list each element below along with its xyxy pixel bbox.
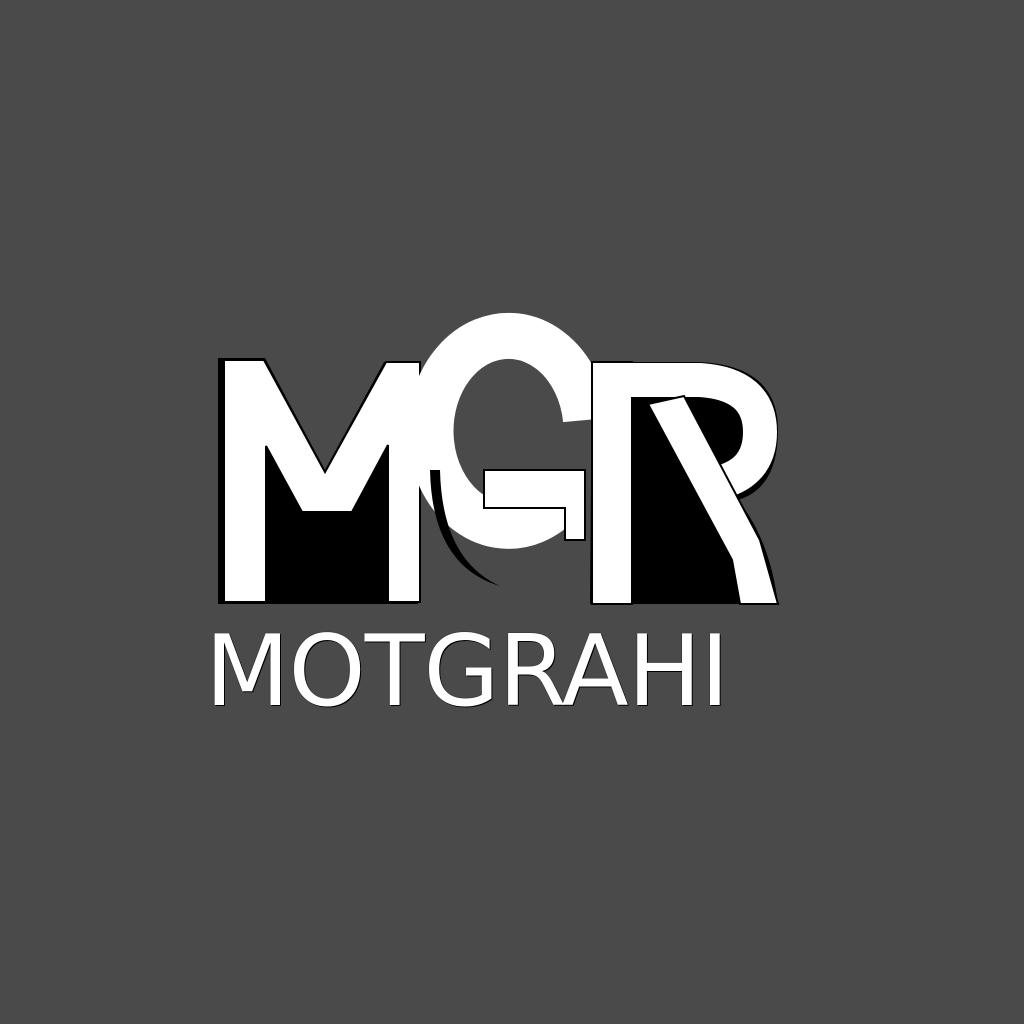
monogram-letter-m <box>218 358 421 604</box>
monogram-letter-g <box>407 312 609 586</box>
brand-wordmark: MOTGRAHI <box>205 622 729 722</box>
monogram-letter-r <box>590 361 780 605</box>
